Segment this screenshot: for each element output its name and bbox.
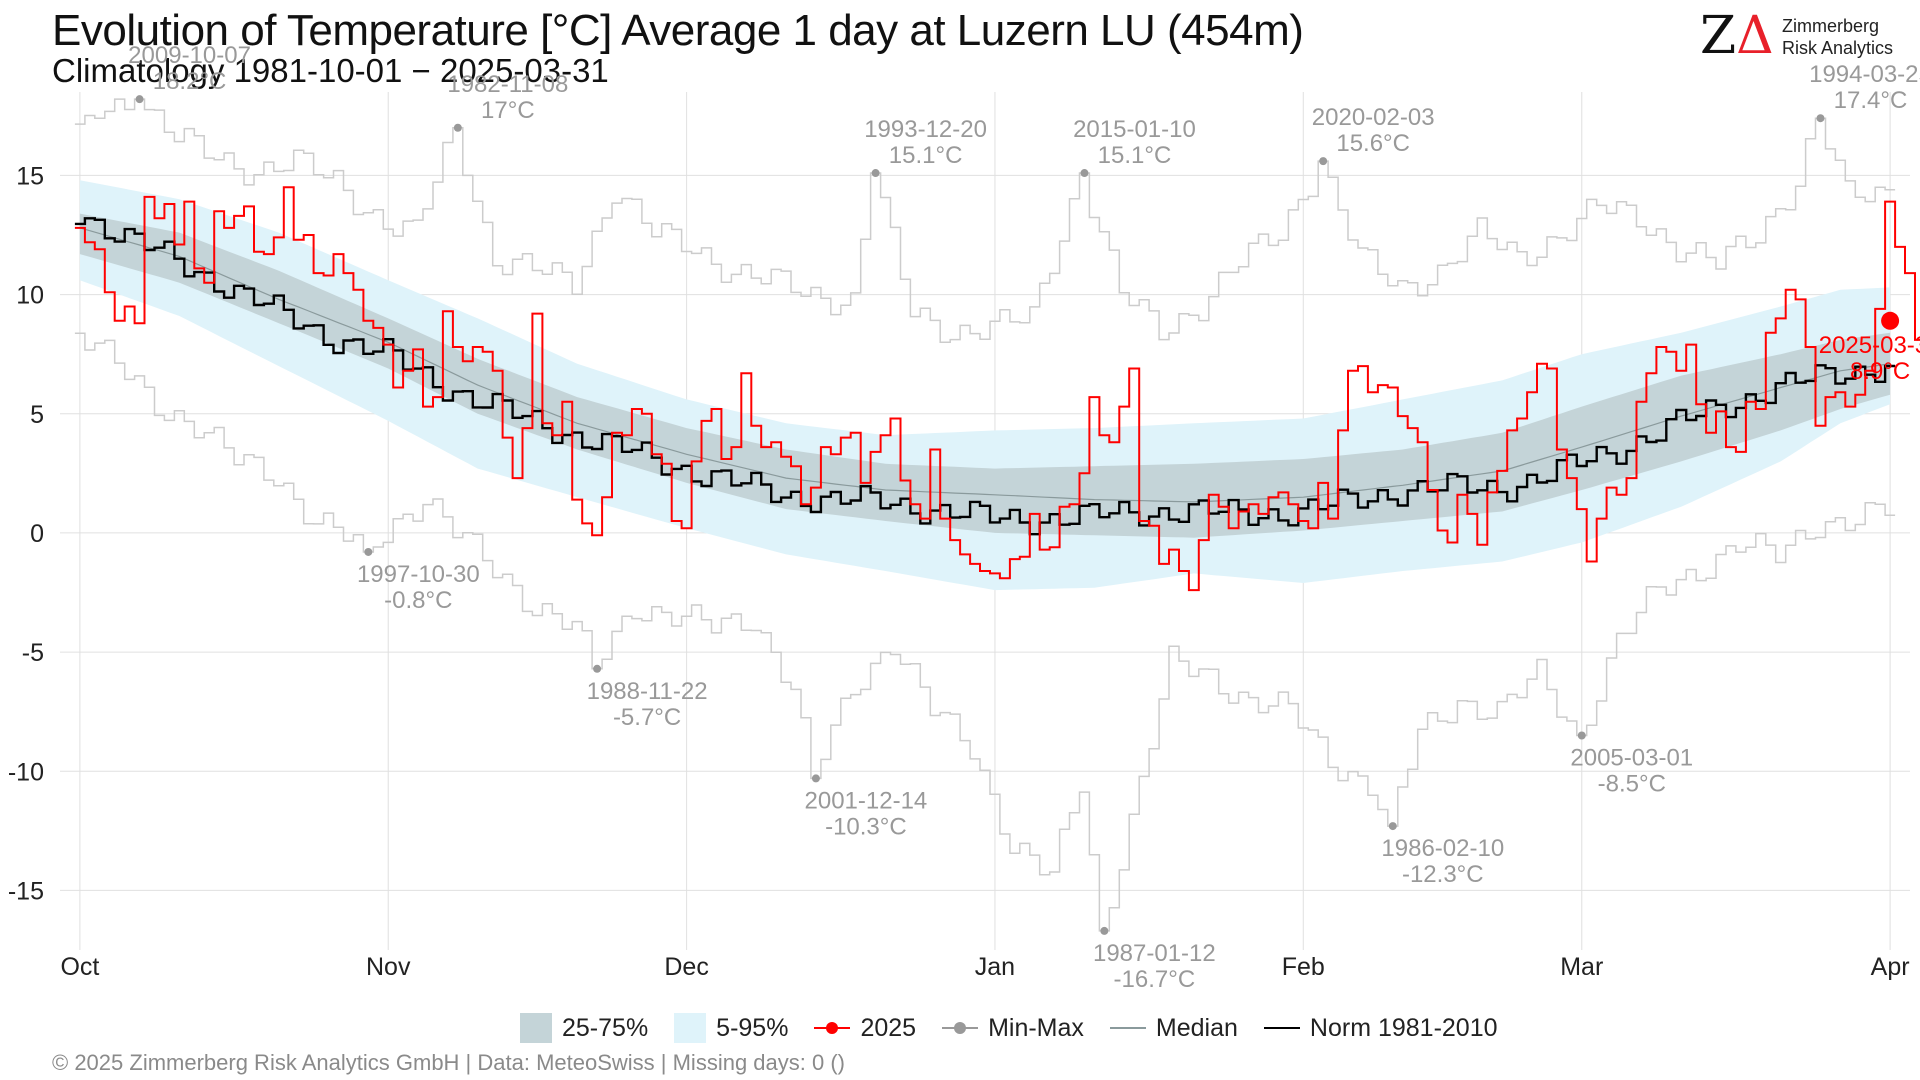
record-value-label: -12.3°C [1402, 861, 1484, 888]
record-value-label: -16.7°C [1114, 966, 1196, 993]
legend-label: Median [1155, 1013, 1238, 1042]
legend-line-icon [1263, 1013, 1300, 1043]
company-logo: ZΔ Zimmerberg Risk Analytics [1700, 8, 1910, 64]
record-date-label: 2020-02-03 [1312, 104, 1435, 131]
current-date-label: 2025-03-31 [1819, 332, 1920, 359]
x-tick-label: Mar [1560, 953, 1603, 981]
logo-line-1: Zimmerberg [1782, 16, 1880, 36]
x-tick-label: Jan [975, 953, 1015, 981]
record-date-label: 1988-11-22 [587, 678, 708, 705]
record-date-label: 1997-10-30 [357, 561, 480, 588]
current-value-label: 8.9°C [1850, 358, 1910, 385]
footer-credit: © 2025 Zimmerberg Risk Analytics GmbH | … [52, 1050, 845, 1075]
legend: 25-75% 5-95% 2025 Min-Max Median Norm 1981-20… [520, 1012, 1524, 1044]
y-tick-label: 5 [30, 401, 44, 429]
record-point-max [1319, 157, 1328, 166]
y-tick-label: -10 [8, 758, 44, 786]
axis-labels: -15 -10 -5 0 5 10 15 Oct Nov Dec Jan Feb Mar Apr [8, 162, 1910, 981]
y-tick-label: 15 [16, 162, 44, 190]
legend-label: 5-95% [716, 1013, 789, 1042]
record-value-label: -5.7°C [613, 704, 681, 731]
series-2025-line [74, 186, 1920, 592]
record-value-label: 17.4°C [1834, 87, 1908, 114]
record-date-label: 1986-02-10 [1381, 835, 1504, 862]
min-max-lines [74, 98, 1896, 932]
record-date-label: 2005-03-01 [1570, 745, 1693, 772]
record-value-label: 15.1°C [1098, 142, 1172, 169]
legend-item: 25-75% [520, 1013, 648, 1043]
legend-item: Min-Max [942, 1013, 1084, 1043]
record-value-label: -10.3°C [825, 813, 907, 840]
y-tick-label: -5 [22, 639, 44, 667]
record-point-max [1080, 169, 1089, 178]
record-value-label: -0.8°C [384, 587, 452, 614]
record-point-min [1577, 731, 1586, 740]
median-line [79, 227, 1891, 503]
y-tick-label: 0 [30, 520, 44, 548]
legend-label: 25-75% [562, 1013, 649, 1042]
legend-line-icon [814, 1013, 851, 1043]
min-record-line [74, 332, 1896, 932]
series-lines [74, 186, 1920, 592]
legend-swatch-icon [674, 1013, 707, 1043]
x-tick-label: Feb [1282, 953, 1325, 981]
band-25-75 [79, 213, 1891, 538]
legend-label: 2025 [860, 1013, 917, 1042]
record-value-label: 15.1°C [889, 142, 963, 169]
legend-item: 5-95% [674, 1013, 788, 1043]
record-point-min [593, 664, 602, 673]
y-tick-label: -15 [8, 877, 44, 905]
record-point-max [871, 169, 880, 178]
record-date-label: 1994-03-25 [1809, 61, 1920, 88]
record-date-label: 2009-10-07 [128, 42, 251, 69]
legend-item: Median [1109, 1013, 1238, 1043]
logo-mark-icon: ZΔ [1700, 8, 1774, 64]
x-tick-label: Dec [664, 953, 708, 981]
logo-z: Z [1700, 6, 1737, 66]
record-date-label: 2015-01-10 [1073, 116, 1196, 143]
record-point-max [453, 123, 462, 132]
record-point-min [811, 774, 820, 783]
y-tick-label: 10 [16, 282, 44, 310]
record-point-max [1816, 114, 1825, 123]
logo-line-2: Risk Analytics [1782, 38, 1894, 58]
legend-item: Norm 1981-2010 [1263, 1013, 1498, 1043]
record-point-min [364, 547, 373, 556]
record-value-label: 15.6°C [1336, 130, 1410, 157]
record-value-label: 18.2°C [153, 68, 227, 95]
chart-subtitle: Climatology 1981-10-01 − 2025-03-31 [52, 52, 609, 89]
record-value-label: -8.5°C [1598, 771, 1666, 798]
record-value-label: 17°C [481, 97, 535, 124]
record-date-label: 1987-01-12 [1093, 940, 1216, 967]
logo-delta: Δ [1736, 6, 1774, 66]
legend-line-icon [1109, 1013, 1146, 1043]
legend-swatch-icon [520, 1013, 552, 1043]
legend-line-icon [942, 1013, 979, 1043]
chart-title: Evolution of Temperature [°C] Average 1 … [52, 6, 1304, 55]
legend-item: 2025 [814, 1013, 916, 1043]
record-point-max [135, 95, 144, 104]
record-date-label: 2001-12-14 [805, 787, 928, 814]
record-date-label: 1993-12-20 [864, 116, 987, 143]
record-date-label: 1982-11-08 [447, 71, 568, 98]
max-record-line [74, 98, 1896, 344]
norm-line [74, 217, 1896, 536]
percentile-bands [79, 180, 1891, 591]
x-tick-label: Apr [1871, 953, 1910, 981]
record-point-min [1388, 822, 1397, 831]
legend-label: Min-Max [988, 1013, 1084, 1042]
x-tick-label: Nov [366, 953, 411, 981]
record-point-min [1100, 926, 1109, 935]
legend-label: Norm 1981-2010 [1309, 1013, 1498, 1042]
current-point [1881, 311, 1900, 330]
x-tick-label: Oct [60, 953, 99, 981]
